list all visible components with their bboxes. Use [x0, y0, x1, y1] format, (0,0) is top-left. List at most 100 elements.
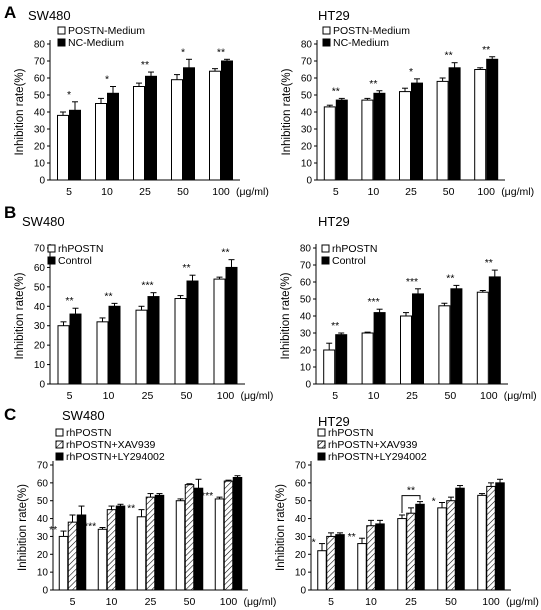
significance-marker: *	[67, 89, 71, 101]
y-tick-label: 30	[295, 532, 307, 543]
bar	[209, 70, 221, 181]
chart-title: SW480	[28, 8, 71, 23]
x-tick-label: 100	[217, 390, 235, 402]
x-tick-label: 50	[184, 596, 196, 608]
bar	[174, 298, 187, 385]
x-tick-label: 5	[328, 596, 334, 608]
x-tick-label: 10	[368, 390, 380, 402]
y-tick-label: 30	[34, 321, 46, 332]
bar	[193, 487, 204, 591]
y-tick-label: 30	[300, 329, 312, 340]
y-tick-label: 10	[34, 360, 46, 371]
bar	[106, 509, 117, 591]
legend-swatch	[47, 256, 56, 265]
legend-label: Control	[332, 255, 366, 267]
y-tick-label: 60	[301, 74, 313, 85]
legend-label: rhPOSTN+LY294002	[328, 451, 427, 463]
y-tick-label: 80	[300, 244, 312, 255]
significance-marker: ***	[141, 280, 153, 292]
y-tick-label: 50	[301, 91, 313, 102]
x-unit-label: (μg/ml)	[236, 186, 269, 198]
bar	[213, 278, 226, 385]
legend-label: POSTN-Medium	[333, 25, 410, 37]
bar	[486, 485, 496, 591]
bar	[400, 315, 412, 385]
bar	[69, 313, 82, 385]
bar	[223, 480, 234, 591]
bar	[186, 280, 199, 385]
significance-marker: **	[482, 44, 490, 56]
bar	[97, 528, 108, 591]
bar	[335, 534, 345, 591]
chart-title: HT29	[318, 214, 350, 229]
y-axis-label: Inhibition rate(%)	[280, 272, 292, 359]
y-tick-label: 70	[295, 461, 307, 472]
bar	[136, 516, 147, 591]
y-tick-label: 50	[34, 282, 46, 293]
bar	[476, 291, 489, 385]
significance-marker: **	[369, 78, 377, 90]
significance-marker: *	[409, 66, 413, 78]
legend-swatch	[55, 428, 64, 437]
y-tick-label: 30	[37, 532, 49, 543]
legend-label: rhPOSTN	[328, 427, 374, 439]
bar	[366, 525, 376, 591]
bar	[96, 321, 109, 385]
x-tick-label: 100	[212, 186, 230, 198]
panel-label-b: B	[4, 203, 16, 222]
panel-label-c: C	[4, 405, 16, 424]
y-axis-label: Inhibition rate(%)	[17, 484, 29, 571]
legend-swatch	[47, 244, 56, 253]
legend-swatch	[321, 256, 330, 265]
x-tick-label: 25	[405, 596, 417, 608]
significance-marker: **	[446, 272, 454, 284]
bar	[133, 86, 145, 181]
bar	[323, 106, 336, 181]
x-tick-label: 10	[365, 596, 377, 608]
legend-label: rhPOSTN	[66, 427, 112, 439]
bar	[437, 507, 447, 591]
bar	[154, 494, 165, 591]
bar	[335, 334, 348, 385]
bar	[175, 500, 186, 591]
x-tick-label: 50	[181, 390, 193, 402]
y-tick-label: 10	[37, 568, 49, 579]
bar	[446, 500, 456, 591]
chart-title: HT29	[318, 8, 350, 23]
bar	[67, 521, 78, 591]
legend-swatch	[57, 26, 66, 35]
significance-marker: *	[312, 537, 316, 549]
legend-label: NC-Medium	[68, 37, 124, 49]
legend-label: rhPOSTN+LY294002	[66, 451, 165, 463]
x-tick-label: 10	[101, 186, 113, 198]
y-tick-label: 0	[300, 586, 306, 597]
bar	[373, 92, 386, 181]
x-tick-label: 100	[482, 596, 500, 608]
bar	[436, 80, 449, 181]
bar	[361, 332, 374, 385]
y-tick-label: 70	[37, 461, 49, 472]
bar	[326, 535, 336, 591]
x-tick-label: 100	[477, 186, 495, 198]
y-tick-label: 40	[295, 514, 307, 525]
chart-title: SW480	[62, 408, 105, 423]
significance-marker: **	[332, 85, 340, 97]
legend-label: POSTN-Medium	[68, 25, 145, 37]
y-tick-label: 60	[34, 263, 46, 274]
y-tick-label: 40	[37, 514, 49, 525]
y-tick-label: 50	[300, 295, 312, 306]
significance-bracket	[401, 495, 421, 513]
significance-marker: ***	[201, 490, 213, 502]
panel-label-a: A	[4, 3, 16, 22]
legend-swatch	[321, 244, 330, 253]
bar	[357, 543, 367, 591]
bar	[323, 349, 336, 385]
x-tick-label: 100	[480, 390, 498, 402]
bar	[406, 512, 416, 591]
legend-swatch	[55, 452, 64, 461]
significance-marker: ***	[84, 521, 96, 533]
bracket-label: **	[407, 485, 415, 497]
significance-marker: *	[181, 46, 185, 58]
significance-marker: ***	[406, 276, 418, 288]
